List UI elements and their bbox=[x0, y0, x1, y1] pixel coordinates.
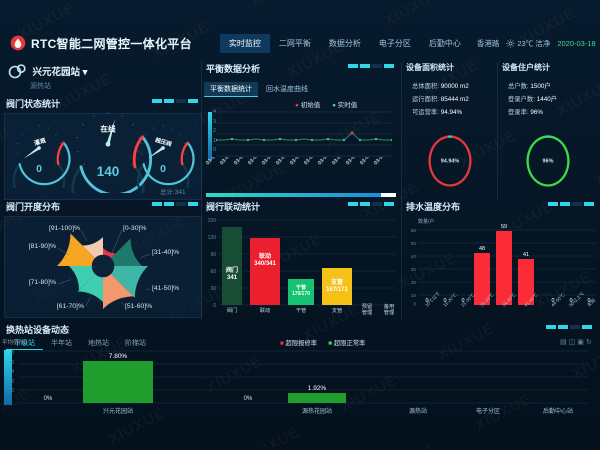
svg-text:60: 60 bbox=[210, 269, 216, 275]
svg-text:数量/户: 数量/户 bbox=[418, 218, 434, 225]
svg-text:20: 20 bbox=[411, 280, 417, 285]
svg-text:30: 30 bbox=[411, 267, 417, 272]
svg-text:0: 0 bbox=[36, 163, 42, 175]
svg-text:0: 0 bbox=[160, 163, 166, 175]
svg-text:[51-60]%: [51-60]% bbox=[125, 303, 152, 310]
svg-text:管理: 管理 bbox=[362, 308, 373, 316]
svg-text:60: 60 bbox=[411, 228, 417, 233]
svg-text:30: 30 bbox=[210, 286, 216, 292]
svg-text:源热花园站: 源热花园站 bbox=[302, 407, 332, 415]
svg-text:干管: 干管 bbox=[296, 284, 306, 291]
svg-text:[81-90]%: [81-90]% bbox=[29, 243, 56, 250]
svg-text:0: 0 bbox=[413, 302, 416, 307]
svg-text:48: 48 bbox=[479, 246, 485, 252]
svg-text:41: 41 bbox=[523, 252, 529, 258]
svg-text:7.80%: 7.80% bbox=[109, 353, 128, 360]
svg-text:在线: 在线 bbox=[100, 123, 116, 133]
svg-text:支管: 支管 bbox=[330, 278, 343, 286]
svg-text:341: 341 bbox=[227, 275, 238, 281]
svg-text:[91-100]%: [91-100]% bbox=[49, 225, 80, 232]
svg-text:167/171: 167/171 bbox=[326, 287, 348, 293]
svg-text:1.92%: 1.92% bbox=[308, 385, 327, 392]
svg-text:0: 0 bbox=[213, 303, 216, 309]
svg-text:灌溉: 灌溉 bbox=[33, 136, 47, 147]
svg-text:0%: 0% bbox=[44, 396, 53, 402]
svg-text:90: 90 bbox=[210, 252, 216, 258]
svg-text:03-04 03:00: 03-04 03:00 bbox=[373, 157, 396, 166]
svg-text:340/341: 340/341 bbox=[254, 261, 276, 267]
svg-text:150: 150 bbox=[208, 218, 217, 224]
svg-text:96%: 96% bbox=[543, 158, 554, 164]
svg-text:[41-50]%: [41-50]% bbox=[152, 285, 179, 292]
svg-text:备用: 备用 bbox=[384, 302, 395, 310]
svg-text:电子分区: 电子分区 bbox=[476, 407, 500, 415]
svg-text:阀门: 阀门 bbox=[227, 306, 238, 314]
svg-text:59: 59 bbox=[501, 224, 507, 230]
svg-text:支管: 支管 bbox=[332, 306, 343, 314]
svg-text:10: 10 bbox=[411, 293, 417, 298]
svg-text:0%: 0% bbox=[244, 396, 253, 402]
svg-text:干管: 干管 bbox=[296, 306, 307, 314]
svg-text:94.94%: 94.94% bbox=[441, 158, 460, 164]
svg-text:后勤中心站: 后勤中心站 bbox=[543, 407, 573, 415]
svg-text:源热站: 源热站 bbox=[409, 407, 427, 415]
svg-text:兴元花园站: 兴元花园站 bbox=[103, 407, 133, 415]
svg-text:[61-70]%: [61-70]% bbox=[57, 303, 84, 310]
svg-text:联动: 联动 bbox=[260, 306, 271, 314]
svg-text:170/170: 170/170 bbox=[292, 291, 310, 297]
svg-text:预留: 预留 bbox=[362, 302, 373, 310]
svg-text:[31-40]%: [31-40]% bbox=[152, 249, 179, 256]
svg-text:阀门: 阀门 bbox=[226, 266, 238, 274]
svg-text:[71-80]%: [71-80]% bbox=[29, 279, 56, 286]
svg-text:管理: 管理 bbox=[384, 308, 395, 316]
svg-text:联动: 联动 bbox=[259, 252, 271, 260]
svg-text:50: 50 bbox=[411, 241, 417, 246]
svg-text:40: 40 bbox=[411, 254, 417, 259]
svg-text:140: 140 bbox=[97, 164, 120, 179]
svg-text:120: 120 bbox=[208, 235, 217, 241]
svg-text:[0-30]%: [0-30]% bbox=[123, 225, 146, 232]
